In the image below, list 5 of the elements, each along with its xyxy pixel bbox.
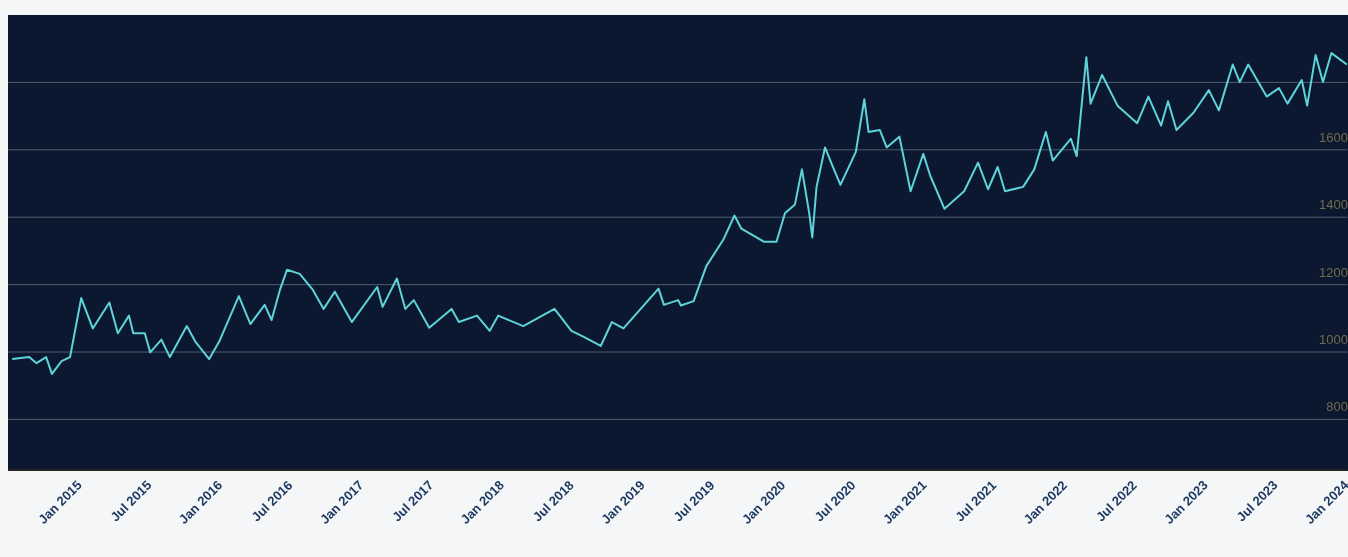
y-tick-label: 1000 [1319,332,1348,348]
y-tick-label: 800 [1326,399,1348,415]
y-tick-label: 1200 [1319,264,1348,280]
y-tick-label: 1400 [1319,197,1348,213]
y-tick-label: 1600 [1319,129,1348,145]
